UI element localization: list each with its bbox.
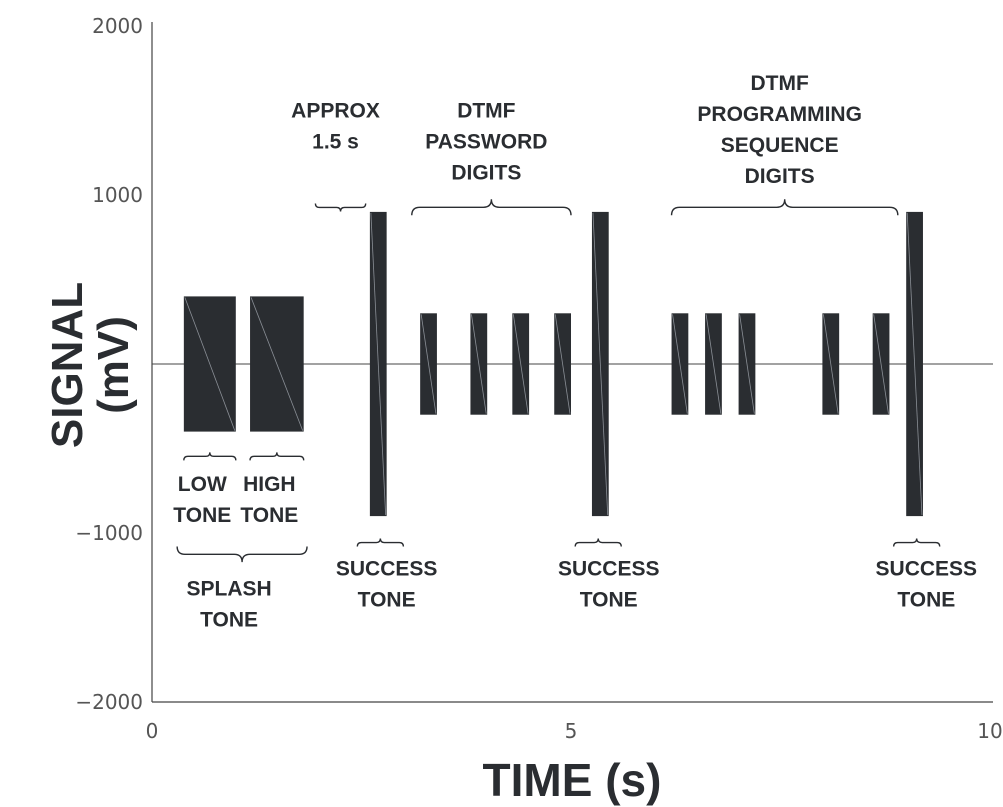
success-tone-3-label: SUCCESS TONE: [876, 538, 978, 611]
programming-digits-label: DTMF PROGRAMMING SEQUENCE DIGITS: [670, 72, 899, 216]
password-digit-3: [512, 313, 530, 415]
programming-digits-label-line: PROGRAMMING: [697, 103, 862, 126]
success-tone-1-label-text: SUCCESS TONE: [336, 557, 438, 611]
success-tone-1-hatch: [370, 212, 387, 516]
high-tone-label: HIGH TONE: [240, 452, 305, 527]
programming-digits-label-line: DTMF: [750, 72, 808, 95]
high-tone-hatch: [250, 297, 304, 431]
password-digit-2: [470, 313, 488, 415]
success-tone-1-label-line: SUCCESS: [336, 557, 438, 580]
password-digits-label-line: DTMF: [457, 99, 515, 122]
low-tone-label: LOW TONE: [173, 452, 237, 527]
programming-digit-3-hatch: [739, 314, 755, 414]
high-tone-label-brace: [249, 452, 305, 461]
success-tone-2-label: SUCCESS TONE: [558, 538, 660, 611]
programming-digit-3: [738, 313, 756, 415]
low-tone: [183, 296, 236, 432]
programming-digits-label-line: SEQUENCE: [721, 134, 839, 157]
programming-digits-label-text: DTMF PROGRAMMING SEQUENCE DIGITS: [697, 72, 862, 188]
y-axis-label-line: (mV): [89, 316, 138, 414]
high-tone-label-line: HIGH: [243, 473, 296, 496]
high-tone: [250, 296, 304, 432]
password-digits-label-brace: [411, 199, 572, 216]
password-digits-label-line: PASSWORD: [425, 130, 547, 153]
success-tone-1-label-brace: [356, 538, 405, 547]
approx-label-text: APPROX 1.5 s: [291, 99, 380, 153]
x-tick-label: 10: [977, 719, 1002, 743]
programming-digits-label-line: DIGITS: [745, 165, 815, 188]
success-tone-3-label-brace: [892, 538, 941, 547]
programming-digit-5-hatch: [873, 314, 889, 414]
low-tone-hatch: [184, 297, 236, 431]
annotations: LOW TONE HIGH TONE SPLASH TONE APPROX 1.5 s SUCC…: [173, 72, 977, 631]
password-digits-label-text: DTMF PASSWORD DIGITS: [425, 99, 547, 184]
programming-digit-2: [705, 313, 722, 415]
x-axis-label: TIME (s): [483, 754, 662, 806]
approx-label-line: 1.5 s: [312, 130, 359, 153]
y-tick-label: −1000: [75, 521, 143, 545]
password-digit-1: [420, 313, 437, 415]
programming-digit-1-hatch: [672, 314, 688, 414]
approx-label-brace: [314, 203, 367, 212]
password-digit-1-hatch: [420, 314, 437, 414]
password-digit-4: [554, 313, 571, 415]
high-tone-label-text: HIGH TONE: [240, 473, 298, 527]
approx-label-line: APPROX: [291, 99, 380, 122]
programming-digit-1: [671, 313, 689, 415]
success-tone-3-hatch: [906, 212, 923, 516]
x-tick-label: 5: [565, 719, 578, 743]
success-tone-3-label-line: SUCCESS: [876, 557, 978, 580]
x-tick-label: 0: [146, 719, 159, 743]
success-tone-2-label-line: TONE: [580, 588, 638, 611]
success-tone-1-label: SUCCESS TONE: [336, 538, 438, 611]
y-axis-label-line: SIGNAL: [43, 282, 92, 448]
high-tone-label-line: TONE: [240, 504, 298, 527]
low-tone-label-text: LOW TONE: [173, 473, 231, 527]
approx-label: APPROX 1.5 s: [291, 99, 380, 212]
y-axis-label-text: SIGNAL(mV): [43, 282, 138, 448]
pulses: [183, 211, 923, 517]
success-tone-2: [591, 211, 609, 517]
splash-tone-label-text: SPLASH TONE: [187, 578, 272, 632]
y-tick-label: 2000: [92, 14, 143, 38]
programming-digit-5: [872, 313, 890, 415]
password-digit-3-hatch: [512, 314, 529, 414]
success-tone-2-label-text: SUCCESS TONE: [558, 557, 660, 611]
password-digits-label-line: DIGITS: [451, 161, 521, 184]
success-tone-3-label-line: TONE: [897, 588, 955, 611]
success-tone-3: [906, 211, 923, 517]
success-tone-2-label-brace: [574, 538, 622, 547]
programming-digits-label-brace: [670, 199, 899, 216]
splash-tone-label-line: SPLASH: [187, 578, 272, 601]
y-axis-label: SIGNAL(mV): [43, 282, 138, 448]
low-tone-label-line: LOW: [178, 473, 227, 496]
programming-digit-4: [822, 313, 840, 415]
splash-tone-label-line: TONE: [200, 609, 258, 632]
y-tick-label: 1000: [92, 183, 143, 207]
splash-tone-label: SPLASH TONE: [176, 546, 308, 632]
low-tone-label-line: TONE: [173, 504, 231, 527]
programming-digit-4-hatch: [823, 314, 839, 414]
success-tone-2-hatch: [592, 212, 609, 516]
success-tone-2-label-line: SUCCESS: [558, 557, 660, 580]
password-digit-4-hatch: [554, 314, 571, 414]
success-tone-3-label-text: SUCCESS TONE: [876, 557, 978, 611]
success-tone-1: [369, 211, 387, 517]
password-digit-2-hatch: [471, 314, 487, 414]
password-digits-label: DTMF PASSWORD DIGITS: [411, 99, 572, 216]
splash-tone-label-brace: [176, 546, 308, 563]
programming-digit-2-hatch: [705, 314, 722, 414]
low-tone-label-brace: [183, 452, 237, 461]
success-tone-1-label-line: TONE: [358, 588, 416, 611]
y-tick-label: −2000: [75, 690, 143, 714]
